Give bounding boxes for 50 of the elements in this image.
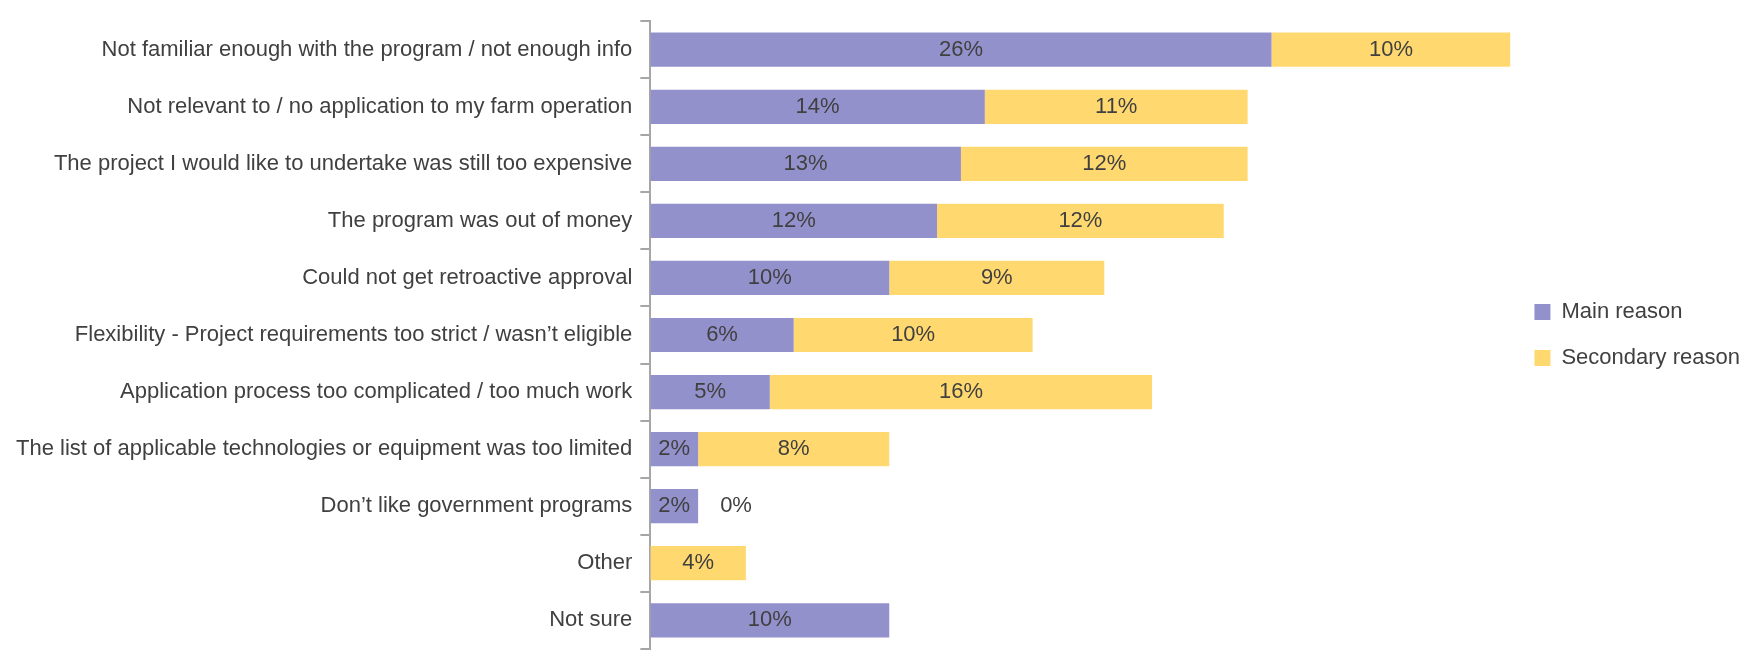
- legend-label: Secondary reason: [1561, 344, 1741, 370]
- y-tick-label: The program was out of money: [327, 206, 633, 232]
- data-label: 10%: [891, 321, 936, 347]
- data-label: 10%: [747, 606, 792, 632]
- y-tick-label: Could not get retroactive approval: [302, 264, 633, 290]
- data-label: 0%: [720, 492, 752, 518]
- y-tick-label: Not relevant to / no application to my farm operation: [127, 92, 633, 118]
- data-label: 12%: [771, 206, 816, 232]
- bar: [698, 431, 890, 467]
- y-tick-label: Flexibility - Project requirements too strict / wasn’t eligible: [74, 321, 633, 347]
- bar: [650, 146, 961, 181]
- y-tick-label: The project I would like to undertake was still too expensive: [53, 149, 633, 175]
- data-label: 2%: [658, 435, 691, 461]
- y-tick-label: Other: [577, 549, 633, 575]
- y-tick-label: Application process too complicated / too much work: [119, 378, 634, 404]
- data-label: 4%: [682, 549, 715, 575]
- bar: [650, 374, 770, 410]
- data-label: 6%: [706, 321, 738, 347]
- bar: [960, 146, 1248, 181]
- data-label: 12%: [1082, 149, 1127, 175]
- data-label: 12%: [1058, 206, 1103, 232]
- bar: [650, 32, 1272, 67]
- data-label: 5%: [694, 378, 726, 404]
- bar: [937, 203, 1224, 239]
- legend-label: Main reason: [1561, 298, 1683, 324]
- data-label: 13%: [783, 149, 828, 175]
- y-tick-label: Don’t like government programs: [320, 492, 633, 518]
- data-label: 9%: [980, 264, 1013, 290]
- y-tick-label: The list of applicable technologies or equipment was too limited: [16, 435, 633, 461]
- data-label: 10%: [1368, 35, 1414, 61]
- data-label: 16%: [938, 378, 983, 404]
- data-label: 8%: [777, 435, 810, 461]
- bar: [650, 260, 890, 296]
- bar: [650, 89, 985, 124]
- data-label: 26%: [938, 35, 983, 61]
- bar: [793, 317, 1033, 353]
- bar: [650, 546, 746, 581]
- data-label: 10%: [747, 264, 792, 290]
- y-tick-label: Not sure: [549, 606, 633, 632]
- data-label: 14%: [795, 92, 840, 118]
- bar: [650, 603, 890, 638]
- bar: [984, 89, 1248, 124]
- data-label: 2%: [658, 492, 691, 518]
- bar: [650, 317, 794, 353]
- y-tick-label: Not familiar enough with the program / not enough info: [101, 35, 633, 61]
- data-label: 11%: [1095, 92, 1138, 118]
- bar: [769, 374, 1153, 410]
- bar: [650, 203, 938, 239]
- bar: [1271, 32, 1511, 67]
- bar: [889, 260, 1105, 296]
